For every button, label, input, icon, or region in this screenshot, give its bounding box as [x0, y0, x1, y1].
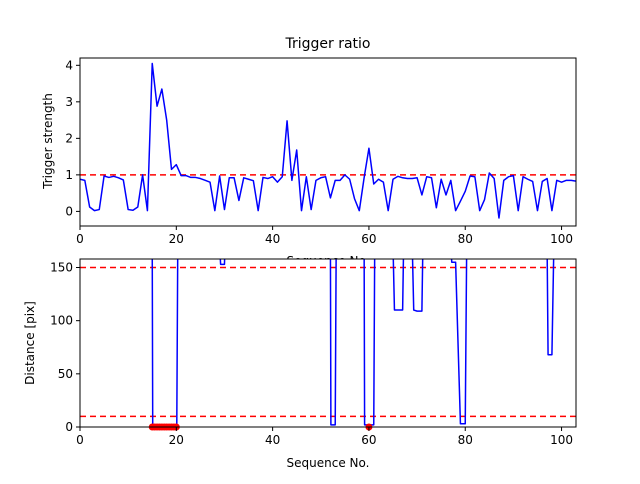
y-tick-label: 1 — [65, 168, 73, 182]
y-tick-label: 50 — [58, 367, 73, 381]
bottom-x-axis-label: Sequence No. — [287, 456, 370, 470]
distance-panel: 0 20 40 60 80 100 0 50 100 150 Distance [pix] Seq… — [23, 258, 577, 470]
y-tick-label: 2 — [65, 131, 73, 145]
x-tick-label: 100 — [550, 232, 573, 246]
x-tick-label: 100 — [550, 433, 573, 447]
plot-frame — [79, 258, 577, 428]
x-tick-label: 40 — [265, 232, 280, 246]
x-tick-label: 60 — [361, 433, 376, 447]
y-tick-label: 3 — [65, 95, 73, 109]
x-tick-label: 0 — [76, 433, 84, 447]
y-tick-label: 100 — [50, 314, 73, 328]
x-tick-label: 0 — [76, 232, 84, 246]
x-tick-label: 60 — [361, 232, 376, 246]
x-tick-label: 80 — [458, 433, 473, 447]
y-tick-label: 150 — [50, 261, 73, 275]
y-tick-label: 4 — [65, 58, 73, 72]
top-plot-area: 0 20 40 60 80 100 0 1 2 3 4 — [65, 57, 577, 246]
y-tick-label: 0 — [65, 204, 73, 218]
bottom-plot-area: 0 20 40 60 80 100 0 50 100 150 — [50, 258, 577, 447]
x-tick-label: 80 — [458, 232, 473, 246]
x-tick-label: 40 — [265, 433, 280, 447]
x-tick-label: 20 — [169, 232, 184, 246]
x-tick-label: 20 — [169, 433, 184, 447]
bottom-y-axis-label: Distance [pix] — [23, 301, 37, 385]
plot-frame — [79, 57, 577, 227]
top-y-axis-label: Trigger strength — [41, 93, 55, 190]
y-tick-label: 0 — [65, 420, 73, 434]
bottom-plot-background — [80, 259, 576, 427]
trigger-ratio-panel: Trigger ratio 0 20 40 60 80 100 0 1 2 3 4 Trigger … — [41, 36, 577, 268]
top-chart-title: Trigger ratio — [284, 36, 370, 52]
data-line — [80, 62, 576, 219]
